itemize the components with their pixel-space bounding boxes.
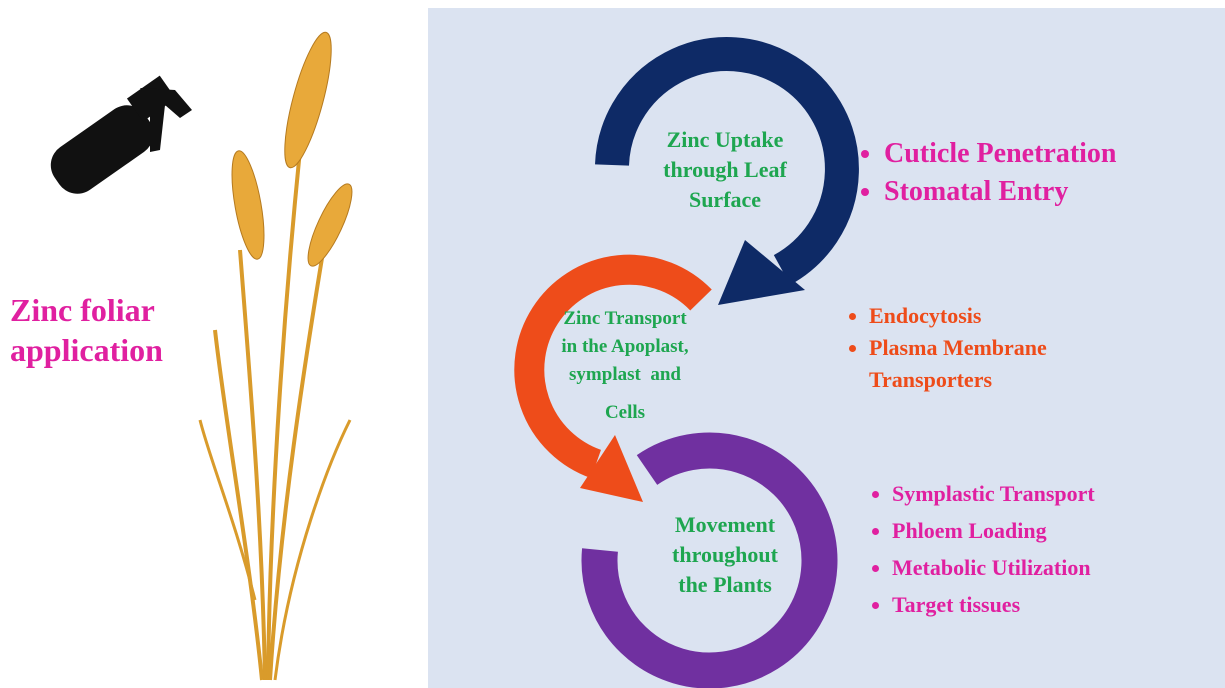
label-line: symplast and <box>535 361 715 389</box>
label-line: Zinc Uptake <box>625 125 825 155</box>
list-item: Phloem Loading <box>892 512 1095 549</box>
item-list: Symplastic TransportPhloem LoadingMetabo… <box>868 475 1095 623</box>
label-line: Zinc Transport <box>535 305 715 333</box>
list-item: Endocytosis <box>869 300 1129 332</box>
item-list: EndocytosisPlasma Membrane Transporters <box>845 300 1129 396</box>
list-item: Target tissues <box>892 586 1095 623</box>
list-item: Stomatal Entry <box>884 173 1117 211</box>
label-line: through Leaf <box>625 155 825 185</box>
title: Zinc foliar application <box>10 290 200 370</box>
label-line: Cells <box>535 399 715 427</box>
label-line: the Plants <box>625 570 825 600</box>
page: Zinc foliar application Zinc Uptakethrou… <box>0 0 1225 688</box>
label-line: throughout <box>625 540 825 570</box>
list-item: Cuticle Penetration <box>884 135 1117 173</box>
spray-bottle <box>42 76 192 203</box>
list-item: Metabolic Utilization <box>892 549 1095 586</box>
list-item: Plasma Membrane Transporters <box>869 332 1129 396</box>
label-line: Movement <box>625 510 825 540</box>
label-line: in the Apoplast, <box>535 333 715 361</box>
list-item: Symplastic Transport <box>892 475 1095 512</box>
label-line: Surface <box>625 185 825 215</box>
item-list: Cuticle PenetrationStomatal Entry <box>860 135 1117 211</box>
